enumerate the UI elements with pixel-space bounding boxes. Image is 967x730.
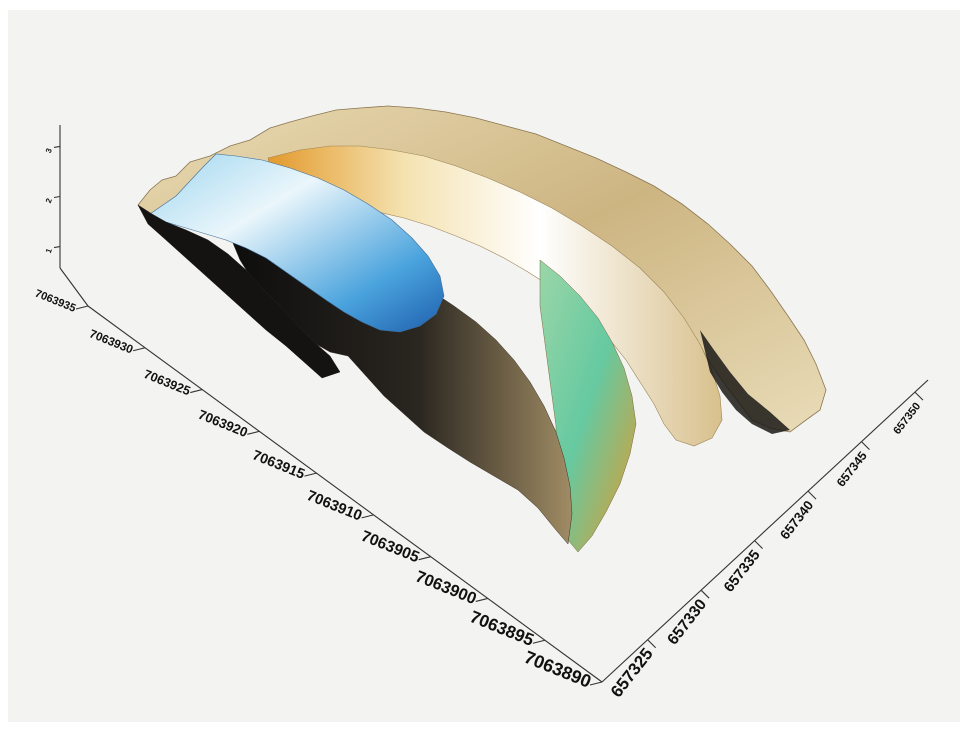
x-tick xyxy=(861,442,869,450)
x-tick-label: 657350 xyxy=(891,401,923,437)
y-tick xyxy=(419,557,431,560)
z-tick xyxy=(54,197,60,198)
x-tick-label: 657345 xyxy=(834,449,870,490)
y-tick xyxy=(76,306,88,309)
y-tick xyxy=(362,515,374,518)
y-tick-label: 7063910 xyxy=(304,488,364,525)
y-tick xyxy=(304,473,316,476)
y-tick xyxy=(247,431,259,434)
z-tick-label: 1 xyxy=(44,247,54,255)
y-tick-label: 7063920 xyxy=(196,407,250,440)
terrain-surface xyxy=(138,106,826,552)
y-tick-label: 7063895 xyxy=(467,606,537,650)
z-tick xyxy=(54,146,60,147)
y-tick xyxy=(476,598,488,601)
x-tick xyxy=(701,590,709,598)
z-tick-label: 3 xyxy=(44,147,54,155)
y-tick-label: 7063900 xyxy=(413,567,479,608)
y-tick xyxy=(133,348,145,351)
x-tick xyxy=(755,541,763,549)
x-tick xyxy=(808,491,816,499)
z-tick-label: 2 xyxy=(44,197,54,205)
y-tick-label: 7063935 xyxy=(33,288,77,315)
x-tick xyxy=(648,640,656,648)
y-tick-label: 7063890 xyxy=(522,647,594,692)
y-tick-label: 7063905 xyxy=(359,528,422,567)
y-tick xyxy=(590,682,602,685)
x-tick-label: 657330 xyxy=(664,596,710,648)
x-tick-label: 657325 xyxy=(607,644,657,700)
x-tick-label: 657340 xyxy=(777,498,816,542)
y-tick xyxy=(533,640,545,643)
y-tick-label: 7063925 xyxy=(142,367,193,398)
x-tick-label: 657335 xyxy=(721,547,764,595)
x-tick xyxy=(915,392,923,400)
y-tick-label: 7063915 xyxy=(250,446,307,481)
z-tick xyxy=(54,247,60,248)
y-tick-label: 7063930 xyxy=(88,327,136,356)
y-tick xyxy=(190,390,202,393)
